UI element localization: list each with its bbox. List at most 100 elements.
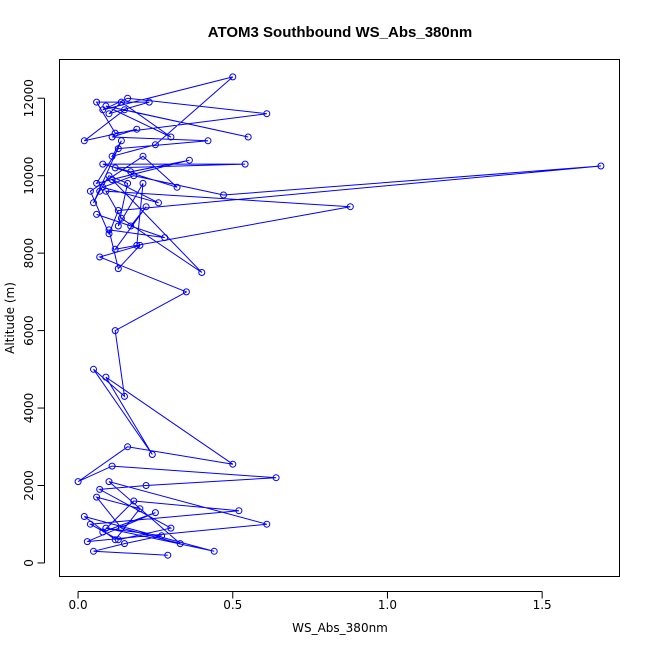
y-tick-label: 2000: [22, 470, 36, 501]
data-point: [151, 141, 159, 149]
data-point: [86, 520, 94, 528]
data-point: [220, 191, 227, 199]
data-point: [96, 485, 104, 493]
data-point: [108, 462, 116, 470]
data-point: [142, 482, 150, 489]
y-tick-label: 6000: [22, 315, 36, 346]
data-point: [155, 199, 162, 207]
data-point: [185, 156, 193, 164]
data-point: [121, 392, 128, 400]
data-point: [229, 73, 237, 81]
data-point: [105, 110, 113, 118]
data-point: [176, 540, 184, 548]
data-point: [133, 241, 141, 249]
data-point: [597, 162, 605, 170]
data-point: [117, 137, 125, 145]
data-point: [346, 203, 354, 211]
data-point: [124, 94, 132, 102]
data-point: [133, 125, 141, 133]
y-axis-label: Altitude (m): [3, 282, 17, 354]
data-point: [117, 524, 125, 532]
data-point: [167, 133, 175, 141]
data-point: [93, 98, 101, 106]
data-point: [241, 160, 249, 168]
data-point: [204, 137, 212, 145]
data-point: [167, 524, 175, 532]
data-point: [108, 152, 116, 160]
y-axis: 0 2000 4000 6000 8000 10000 12000: [22, 79, 45, 567]
series-line-0: [77, 76, 601, 556]
data-point: [111, 129, 119, 137]
data-point: [105, 478, 113, 486]
data-point: [111, 245, 119, 253]
plot-area: [59, 59, 620, 577]
data-point: [114, 222, 122, 230]
x-axis: 0.0 0.5 1.0 1.5: [69, 591, 552, 612]
data-point: [90, 199, 97, 207]
data-point: [105, 226, 113, 234]
x-tick-label: 0.5: [223, 598, 242, 612]
data-point: [136, 241, 144, 249]
data-point: [151, 509, 159, 517]
data-point: [121, 540, 128, 548]
data-point: [80, 137, 88, 145]
data-point: [124, 443, 132, 451]
data-point: [114, 265, 122, 273]
data-point: [182, 288, 190, 296]
y-tick-label: 12000: [22, 79, 36, 117]
data-point: [145, 98, 153, 106]
data-point: [244, 133, 252, 141]
data-point: [90, 547, 97, 555]
data-point: [158, 532, 166, 540]
data-point: [99, 160, 107, 168]
y-tick-label: 0: [22, 559, 36, 567]
data-point: [80, 513, 88, 520]
data-point: [93, 493, 101, 501]
data-point: [263, 110, 271, 118]
data-point: [263, 520, 271, 528]
data-point: [93, 210, 101, 218]
data-point: [111, 164, 119, 172]
data-point: [148, 451, 156, 458]
data-point: [105, 230, 113, 238]
data-series: [74, 73, 605, 559]
chart-title: ATOM3 Southbound WS_Abs_380nm: [208, 24, 472, 41]
data-point: [173, 183, 181, 191]
data-point: [90, 365, 97, 373]
data-point: [86, 187, 94, 195]
data-point: [93, 179, 101, 187]
data-point: [139, 152, 147, 160]
x-tick-label: 1.0: [378, 598, 397, 612]
y-tick-label: 8000: [22, 238, 36, 269]
x-tick-label: 1.5: [533, 598, 552, 612]
data-point: [130, 497, 138, 505]
data-point: [139, 179, 147, 187]
data-point: [96, 187, 104, 195]
data-point: [124, 179, 132, 187]
data-point: [114, 145, 122, 153]
data-point: [136, 505, 144, 513]
data-point: [102, 373, 110, 381]
data-point: [111, 536, 119, 544]
data-point: [229, 460, 237, 468]
y-tick-label: 4000: [22, 393, 36, 424]
data-point: [272, 474, 280, 482]
data-point: [111, 327, 119, 335]
data-point: [99, 106, 107, 114]
data-point: [127, 168, 135, 176]
data-point: [198, 269, 206, 276]
data-point: [161, 234, 169, 242]
data-point: [121, 106, 128, 114]
data-point: [114, 536, 122, 544]
data-point: [99, 528, 107, 536]
y-tick-label: 10000: [22, 157, 36, 195]
x-axis-label: WS_Abs_380nm: [292, 621, 388, 635]
data-point: [83, 538, 91, 546]
data-point: [210, 547, 218, 555]
x-tick-label: 0.0: [69, 598, 88, 612]
data-point: [74, 478, 82, 486]
data-point: [117, 214, 125, 222]
data-point: [127, 222, 135, 230]
